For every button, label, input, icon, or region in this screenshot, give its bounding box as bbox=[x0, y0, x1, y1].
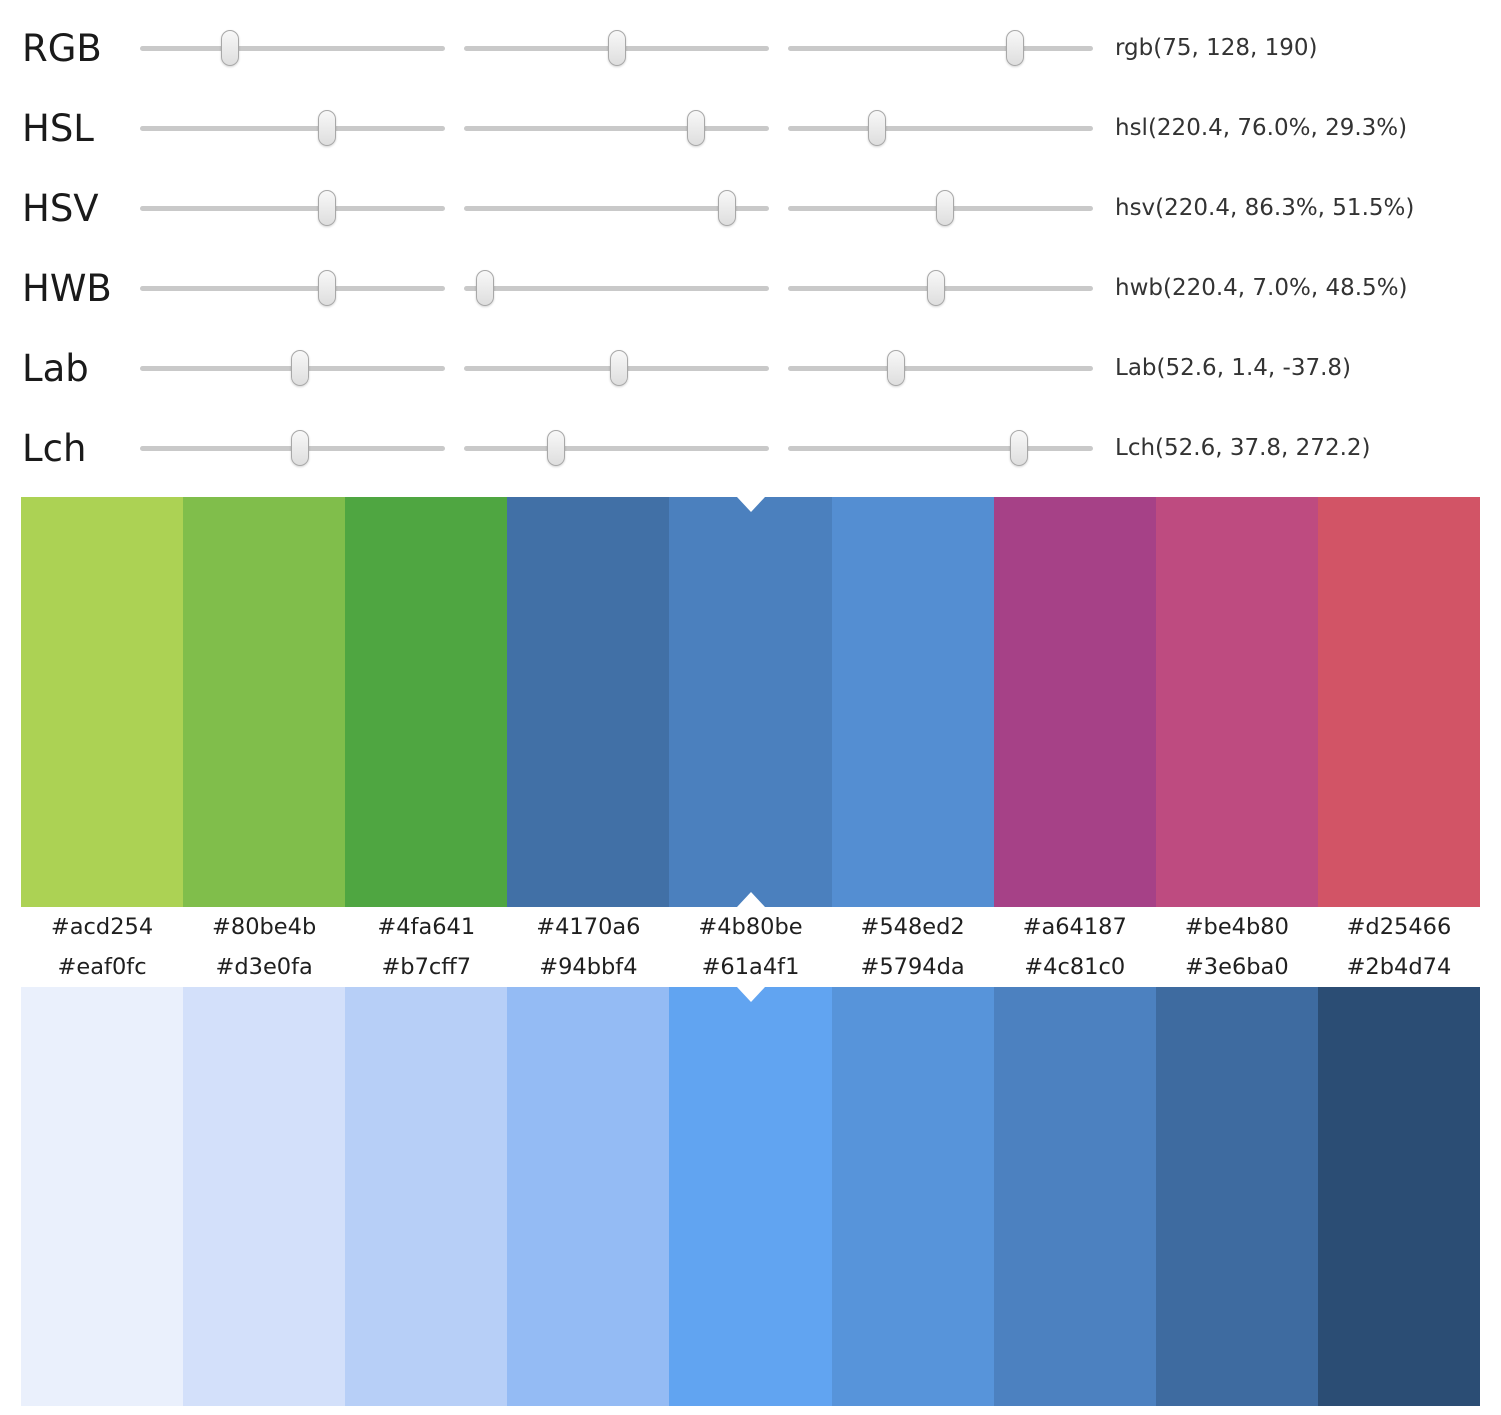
hex-label: #eaf0fc bbox=[57, 954, 147, 980]
slider-thumb[interactable] bbox=[926, 270, 945, 306]
slider-thumb[interactable] bbox=[1006, 30, 1025, 66]
slider-row-lch: Lch Lch(52.6, 37.8, 272.2) bbox=[0, 408, 1501, 488]
slider-thumb[interactable] bbox=[936, 190, 955, 226]
palette-swatch[interactable] bbox=[183, 987, 346, 1406]
hex-label: #3e6ba0 bbox=[1184, 954, 1289, 980]
hex-label: #4b80be bbox=[698, 914, 803, 940]
slider-track-3[interactable] bbox=[788, 270, 1093, 306]
slider-value-text: rgb(75, 128, 190) bbox=[1115, 35, 1318, 61]
hex-label: #4c81c0 bbox=[1024, 954, 1126, 980]
palette-swatch[interactable] bbox=[993, 497, 1156, 907]
palette-swatch[interactable] bbox=[831, 497, 994, 907]
slider-track-3[interactable] bbox=[788, 110, 1093, 146]
slider-row-label: HSV bbox=[22, 186, 99, 230]
hex-label: #2b4d74 bbox=[1346, 954, 1452, 980]
slider-row-lab: Lab Lab(52.6, 1.4, -37.8) bbox=[0, 328, 1501, 408]
slider-thumb[interactable] bbox=[317, 190, 336, 226]
slider-value-text: hsv(220.4, 86.3%, 51.5%) bbox=[1115, 195, 1415, 221]
hex-label: #61a4f1 bbox=[701, 954, 800, 980]
slider-track-1[interactable] bbox=[140, 190, 445, 226]
hex-label: #94bbf4 bbox=[539, 954, 638, 980]
slider-track-1[interactable] bbox=[140, 350, 445, 386]
slider-thumb[interactable] bbox=[608, 30, 627, 66]
palette-swatch[interactable] bbox=[1317, 987, 1480, 1406]
hex-label: #80be4b bbox=[212, 914, 317, 940]
slider-thumb[interactable] bbox=[718, 190, 737, 226]
slider-row-hsl: HSL hsl(220.4, 76.0%, 29.3%) bbox=[0, 88, 1501, 168]
slider-value-text: Lch(52.6, 37.8, 272.2) bbox=[1115, 435, 1371, 461]
slider-track-2[interactable] bbox=[464, 110, 769, 146]
slider-thumb[interactable] bbox=[291, 350, 310, 386]
slider-thumb[interactable] bbox=[609, 350, 628, 386]
slider-thumb[interactable] bbox=[291, 430, 310, 466]
slider-row-hsv: HSV hsv(220.4, 86.3%, 51.5%) bbox=[0, 168, 1501, 248]
slider-thumb[interactable] bbox=[317, 270, 336, 306]
slider-track-1[interactable] bbox=[140, 430, 445, 466]
hex-label: #5794da bbox=[860, 954, 965, 980]
palette-swatch[interactable] bbox=[1317, 497, 1480, 907]
hex-label: #acd254 bbox=[50, 914, 154, 940]
selected-swatch-marker-top-icon bbox=[736, 987, 765, 1002]
hex-label: #b7cff7 bbox=[381, 954, 472, 980]
slider-thumb[interactable] bbox=[686, 110, 705, 146]
slider-value-text: hsl(220.4, 76.0%, 29.3%) bbox=[1115, 115, 1408, 141]
slider-track-3[interactable] bbox=[788, 350, 1093, 386]
hex-label: #d3e0fa bbox=[215, 954, 313, 980]
palette-swatch[interactable] bbox=[21, 987, 184, 1406]
slider-thumb[interactable] bbox=[868, 110, 887, 146]
hex-label: #4fa641 bbox=[377, 914, 476, 940]
selected-swatch-marker-top-icon bbox=[736, 497, 765, 512]
slider-thumb[interactable] bbox=[476, 270, 495, 306]
slider-thumb[interactable] bbox=[886, 350, 905, 386]
color-model-sliders: RGB rgb(75, 128, 190) HSL hsl(220.4, 76.… bbox=[0, 0, 1501, 488]
hex-label: #a64187 bbox=[1022, 914, 1127, 940]
palette-swatch[interactable] bbox=[183, 497, 346, 907]
palette-swatch[interactable] bbox=[669, 987, 832, 1406]
slider-thumb[interactable] bbox=[547, 430, 566, 466]
palette-swatch[interactable] bbox=[669, 497, 832, 907]
slider-track-3[interactable] bbox=[788, 30, 1093, 66]
palette-swatch[interactable] bbox=[345, 497, 508, 907]
palette-swatch[interactable] bbox=[507, 497, 670, 907]
slider-track-2[interactable] bbox=[464, 270, 769, 306]
slider-value-text: Lab(52.6, 1.4, -37.8) bbox=[1115, 355, 1351, 381]
hex-label: #be4b80 bbox=[1184, 914, 1289, 940]
slider-row-hwb: HWB hwb(220.4, 7.0%, 48.5%) bbox=[0, 248, 1501, 328]
slider-row-label: HWB bbox=[22, 266, 112, 310]
hex-label-row-top: #acd254 #80be4b #4fa641 #4170a6 #4b80be #548e… bbox=[21, 907, 1480, 947]
slider-row-label: Lab bbox=[22, 346, 89, 390]
slider-track-1[interactable] bbox=[140, 110, 445, 146]
palette-swatch[interactable] bbox=[21, 497, 184, 907]
palette-swatch[interactable] bbox=[831, 987, 994, 1406]
selected-swatch-marker-bottom-icon bbox=[736, 892, 765, 907]
slider-track-2[interactable] bbox=[464, 190, 769, 226]
palette-swatch[interactable] bbox=[1155, 497, 1318, 907]
slider-thumb[interactable] bbox=[317, 110, 336, 146]
palette-swatch[interactable] bbox=[993, 987, 1156, 1406]
slider-thumb[interactable] bbox=[1009, 430, 1028, 466]
slider-track-1[interactable] bbox=[140, 30, 445, 66]
hex-label-row-bottom: #eaf0fc #d3e0fa #b7cff7 #94bbf4 #61a4f1 #5794… bbox=[21, 947, 1480, 987]
slider-track-3[interactable] bbox=[788, 430, 1093, 466]
palette-swatch[interactable] bbox=[1155, 987, 1318, 1406]
slider-row-label: HSL bbox=[22, 106, 94, 150]
slider-track-1[interactable] bbox=[140, 270, 445, 306]
slider-thumb[interactable] bbox=[220, 30, 239, 66]
slider-row-label: RGB bbox=[22, 26, 102, 70]
palette-swatch[interactable] bbox=[345, 987, 508, 1406]
hex-label: #d25466 bbox=[1346, 914, 1452, 940]
palette-strip-bottom bbox=[21, 987, 1480, 1406]
palette-strip-top bbox=[21, 497, 1480, 907]
hex-label: #4170a6 bbox=[536, 914, 641, 940]
hex-label: #548ed2 bbox=[860, 914, 965, 940]
slider-value-text: hwb(220.4, 7.0%, 48.5%) bbox=[1115, 275, 1408, 301]
slider-track-2[interactable] bbox=[464, 30, 769, 66]
slider-row-label: Lch bbox=[22, 426, 87, 470]
slider-track-2[interactable] bbox=[464, 430, 769, 466]
palette-swatch[interactable] bbox=[507, 987, 670, 1406]
slider-track-3[interactable] bbox=[788, 190, 1093, 226]
slider-track-2[interactable] bbox=[464, 350, 769, 386]
slider-row-rgb: RGB rgb(75, 128, 190) bbox=[0, 8, 1501, 88]
